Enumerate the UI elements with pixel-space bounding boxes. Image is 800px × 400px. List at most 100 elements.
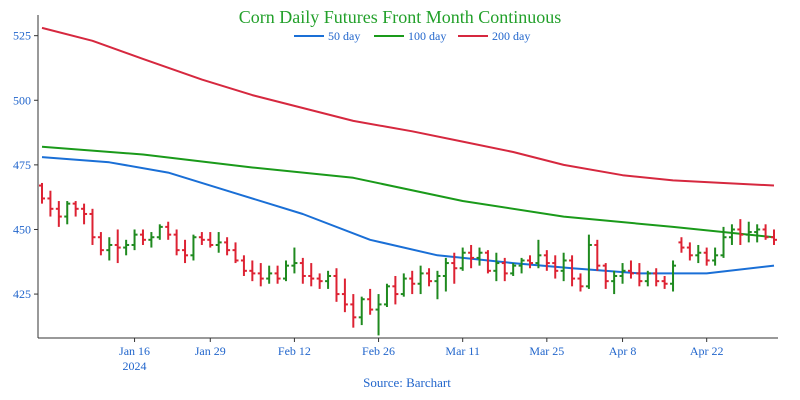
- ohlc-bar: [148, 232, 155, 248]
- ohlc-bar: [106, 237, 113, 261]
- ohlc-bar: [358, 296, 365, 326]
- legend-label: 50 day: [328, 29, 360, 43]
- chart-source: Source: Barchart: [363, 375, 451, 390]
- ohlc-bar: [771, 229, 777, 245]
- x-tick-sublabel: 2024: [123, 359, 147, 373]
- ohlc-bar: [333, 268, 340, 302]
- series-line-50-day: [41, 156, 775, 275]
- ohlc-bar: [72, 201, 79, 217]
- ohlc-bar: [611, 270, 618, 295]
- ohlc-bar: [114, 229, 121, 264]
- ohlc-bar: [720, 226, 727, 258]
- y-tick-label: 425: [13, 287, 31, 301]
- ohlc-bar: [417, 265, 424, 295]
- ohlc-bar: [249, 260, 256, 282]
- ohlc-bar: [383, 283, 390, 307]
- ohlc-bar: [316, 273, 323, 289]
- ohlc-bar: [350, 294, 357, 328]
- ohlc-bar: [602, 263, 609, 289]
- ohlc-bar: [434, 270, 441, 300]
- ohlc-bar: [619, 263, 626, 284]
- ohlc-bar: [442, 257, 449, 292]
- ohlc-bar: [165, 221, 172, 240]
- ohlc-bar: [527, 255, 533, 269]
- ohlc-bar: [686, 242, 693, 261]
- ohlc-bar: [535, 239, 542, 269]
- y-tick-label: 525: [13, 29, 31, 43]
- ohlc-bar: [737, 219, 744, 245]
- ohlc-bar: [493, 252, 500, 282]
- ohlc-bar: [198, 232, 205, 245]
- ohlc-bar: [123, 239, 130, 256]
- x-tick-label: Feb 12: [278, 344, 311, 358]
- ohlc-bar: [678, 237, 685, 253]
- x-tick-label: Mar 25: [529, 344, 564, 358]
- ohlc-bar: [299, 257, 306, 284]
- series-line-200-day: [41, 26, 775, 187]
- ohlc-bar: [232, 242, 239, 264]
- ohlc-bar: [594, 239, 601, 271]
- ohlc-bar: [577, 273, 584, 292]
- ohlc-bar: [55, 201, 62, 227]
- ohlc-bar: [644, 270, 651, 287]
- ohlc-bar: [728, 224, 735, 245]
- ohlc-bar: [341, 278, 348, 313]
- ohlc-bar: [569, 255, 576, 287]
- y-tick-label: 500: [13, 93, 31, 107]
- ohlc-bar: [400, 273, 407, 297]
- ohlc-bar: [81, 203, 88, 225]
- ohlc-bar: [468, 244, 475, 269]
- ohlc-bar: [139, 229, 146, 245]
- ohlc-bar: [476, 247, 483, 266]
- ohlc-bar: [484, 250, 491, 274]
- ohlc-bar: [585, 234, 592, 289]
- ohlc-bar: [367, 288, 374, 315]
- ohlc-bar: [215, 232, 222, 253]
- x-tick-label: Apr 22: [690, 344, 724, 358]
- ohlc-bar: [131, 229, 138, 251]
- legend-label: 100 day: [408, 29, 446, 43]
- price-bars: [39, 182, 777, 336]
- x-tick-label: Mar 11: [445, 344, 480, 358]
- ohlc-bar: [518, 257, 525, 274]
- ohlc-bar: [283, 260, 289, 282]
- x-tick-label: Jan 29: [195, 344, 226, 358]
- ohlc-bar: [552, 255, 559, 279]
- ohlc-bar: [703, 247, 710, 266]
- x-tick-label: Feb 26: [362, 344, 395, 358]
- x-tick-label: Apr 8: [609, 344, 637, 358]
- ohlc-bar: [636, 263, 643, 287]
- ohlc-bar: [661, 275, 668, 289]
- ohlc-bar: [653, 268, 660, 287]
- ohlc-bar: [670, 260, 677, 292]
- ohlc-bar: [712, 247, 719, 266]
- ohlc-bar: [409, 270, 416, 295]
- ohlc-bar: [274, 265, 281, 284]
- ohlc-bar: [291, 247, 298, 274]
- ohlc-bar: [182, 239, 189, 264]
- ohlc-bar: [510, 263, 517, 276]
- ohlc-bar: [207, 232, 214, 248]
- ohlc-bar: [308, 263, 315, 287]
- ohlc-bar: [190, 234, 197, 261]
- ohlc-bar: [459, 247, 466, 271]
- ohlc-bar: [745, 221, 752, 243]
- chart-legend: 50 day 100 day 200 day: [294, 29, 530, 43]
- ohlc-bar: [543, 250, 550, 271]
- ohlc-bar: [451, 252, 458, 284]
- ohlc-bar: [392, 275, 399, 305]
- ohlc-bar: [375, 294, 382, 336]
- ohlc-bar: [47, 190, 54, 217]
- ohlc-bar: [156, 224, 163, 240]
- ohlc-bar: [224, 237, 231, 256]
- ohlc-bar: [89, 208, 96, 245]
- chart-title: Corn Daily Futures Front Month Continuou…: [239, 7, 562, 27]
- ohlc-bar: [560, 252, 567, 282]
- ohlc-bar: [754, 224, 761, 243]
- ohlc-bar: [695, 244, 702, 264]
- ohlc-bar: [173, 229, 180, 256]
- series-line-100-day: [41, 145, 775, 239]
